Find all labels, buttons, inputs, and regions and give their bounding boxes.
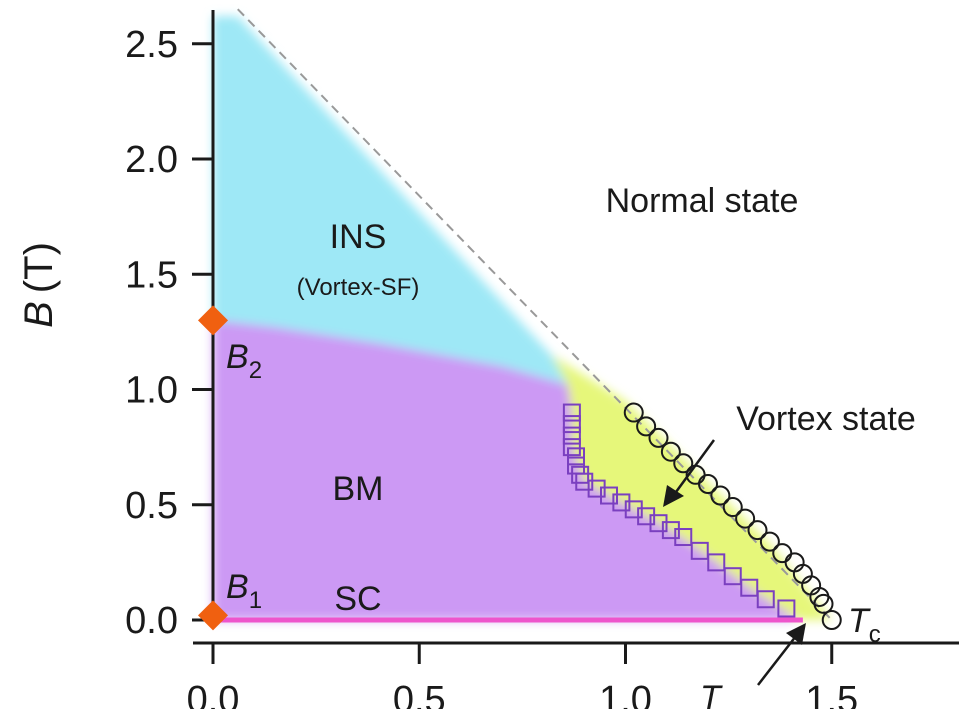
square-marker [600,486,618,505]
circle-marker [813,593,834,614]
square-marker [612,493,631,512]
b2-sub: 2 [249,357,262,384]
upper-critical-boundary [237,8,833,621]
circle-marker [660,441,681,462]
y-axis: 0.0 0.5 1.0 1.5 2.0 2.5 [125,10,215,642]
tc-var: T [848,602,871,640]
circle-marker [722,497,743,518]
x-tick-label: 0.5 [393,679,446,709]
plot-regions [213,16,832,620]
b2-var: B [226,338,249,376]
y-axis-title-unit: (T) [17,242,61,293]
circle-marker [747,520,768,541]
circle-marker [698,474,718,495]
vortex-state-label: Vortex state [736,400,916,438]
b1-sub: 1 [249,587,262,614]
square-marker [723,567,742,586]
circle-marker [673,453,694,474]
circle-marker [648,427,669,448]
bm-region [213,320,799,620]
y-tick-label: 0.5 [125,485,178,527]
y-tick-label: 0.0 [125,600,178,642]
tc2-label: T [700,679,723,709]
circle-marker [636,416,657,437]
diamond-marker [198,305,228,336]
circle-marker [735,508,756,529]
square-marker [740,578,759,597]
x-tick-label: 1.5 [805,679,858,709]
circle-marker [821,610,842,630]
square-marker [562,403,581,422]
y-axis-title-var: B [17,301,61,328]
square-marker [575,472,594,491]
bm-label: BM [333,470,384,508]
square-marker [637,507,656,526]
square-marker [587,479,606,498]
square-marker [756,590,775,609]
circle-marker [623,402,644,423]
square-marker [562,438,581,457]
x-tick-label: 1.0 [599,679,652,709]
square-marker [567,447,585,466]
x-axis: 0.0 0.5 1.0 1.5 [187,641,959,709]
square-marker [661,521,680,540]
circle-marker [759,531,780,552]
vortex-arrow [663,439,716,507]
square-marker [562,415,581,434]
y-tick-label: 2.0 [125,139,178,181]
y-axis-title: B (T) [17,242,61,328]
square-marker [777,599,796,618]
ins-label: INS [330,218,387,256]
ins-sub-label: (Vortex-SF) [297,274,420,301]
x-tick-label: 0.0 [187,679,240,709]
tc-sub: c [869,621,881,648]
normal-state-label: Normal state [606,182,799,220]
b2-label: B2 [226,338,262,384]
square-marker [674,528,693,547]
tc-label: Tc [848,602,881,648]
diamond-marker [198,600,228,631]
data-markers [198,305,842,631]
square-marker [571,465,590,484]
square-marker [649,514,668,533]
square-marker [690,541,709,560]
b1-var: B [226,568,249,606]
y-tick-label: 2.5 [125,24,178,66]
y-tick-label: 1.5 [125,254,178,296]
b1-label: B1 [226,568,262,614]
tc2-arrow [757,623,806,686]
square-marker [624,500,643,519]
y-tick-label: 1.0 [125,370,178,412]
vortex-region [551,354,832,620]
circle-marker [710,485,731,506]
square-marker [562,426,581,445]
square-marker [707,553,726,572]
sc-label: SC [334,580,381,618]
ins-region [213,16,568,385]
